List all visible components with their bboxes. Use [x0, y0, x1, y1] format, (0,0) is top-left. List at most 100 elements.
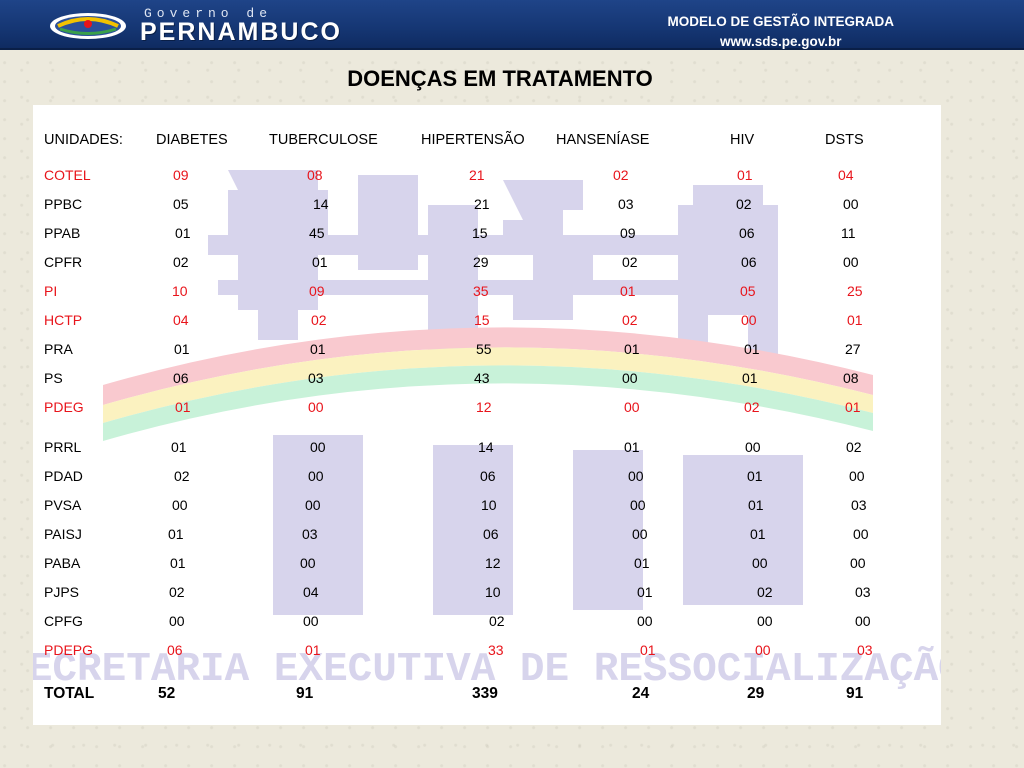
unit-label: COTEL — [44, 167, 91, 183]
value-dsts: 03 — [855, 584, 871, 600]
unit-label: HCTP — [44, 312, 83, 328]
value-hipertensao: 55 — [476, 341, 492, 357]
value-tuberculose: 09 — [309, 283, 325, 299]
value-hiv: 06 — [741, 254, 757, 270]
total-hipertensao: 339 — [472, 685, 498, 702]
emblem-icon — [50, 13, 126, 39]
unit-label: PI — [44, 283, 58, 299]
value-tuberculose: 01 — [310, 341, 326, 357]
value-tuberculose: 14 — [313, 196, 329, 212]
value-tuberculose: 00 — [308, 468, 324, 484]
value-diabetes: 02 — [173, 254, 189, 270]
value-tuberculose: 00 — [300, 555, 316, 571]
value-hiv: 02 — [736, 196, 752, 212]
government-logo: Governo de PERNAMBUCO — [48, 6, 448, 46]
unit-label: PVSA — [44, 497, 82, 513]
value-hanseniase: 01 — [640, 642, 656, 658]
value-hanseniase: 02 — [622, 254, 638, 270]
site-url: www.sds.pe.gov.br — [719, 34, 842, 49]
value-diabetes: 06 — [173, 370, 189, 386]
value-dsts: 02 — [846, 439, 862, 455]
value-hiv: 06 — [739, 225, 755, 241]
header-diabetes: DIABETES — [156, 132, 228, 148]
value-hanseniase: 09 — [620, 225, 636, 241]
value-dsts: 00 — [843, 196, 859, 212]
value-dsts: 08 — [843, 370, 859, 386]
page-title: DOENÇAS EM TRATAMENTO — [347, 66, 653, 91]
model-title: MODELO DE GESTÃO INTEGRADA — [667, 14, 894, 29]
unit-label: PRRL — [44, 439, 82, 455]
value-diabetes: 06 — [167, 642, 183, 658]
value-hiv: 05 — [740, 283, 756, 299]
value-hanseniase: 00 — [628, 468, 644, 484]
value-hipertensao: 12 — [476, 399, 492, 415]
value-hanseniase: 00 — [624, 399, 640, 415]
value-hiv: 01 — [742, 370, 758, 386]
table-row-pjps: PJPS 02 04 10 01 02 03 — [0, 584, 1024, 606]
total-dsts: 91 — [846, 685, 864, 702]
table-row-paba: PABA 01 00 12 01 00 00 — [0, 555, 1024, 577]
value-hipertensao: 02 — [489, 613, 505, 629]
watermark-text: SECRETARIA EXECUTIVA DE RESSOCIALIZAÇÃO — [33, 645, 941, 693]
table-row-hctp: HCTP 04 02 15 02 00 01 — [0, 312, 1024, 334]
unit-label: PPBC — [44, 196, 83, 212]
value-hiv: 01 — [744, 341, 760, 357]
value-hiv: 00 — [752, 555, 768, 571]
table-row-total: TOTAL 52 91 339 24 29 91 — [0, 685, 1024, 707]
unit-label: PDAD — [44, 468, 83, 484]
unit-label: PJPS — [44, 584, 80, 600]
value-diabetes: 01 — [170, 555, 186, 571]
table-row-pdeg: PDEG 01 00 12 00 02 01 — [0, 399, 1024, 421]
value-hipertensao: 14 — [478, 439, 494, 455]
value-hipertensao: 33 — [488, 642, 504, 658]
value-hipertensao: 12 — [485, 555, 501, 571]
value-hiv: 01 — [750, 526, 766, 542]
value-hipertensao: 21 — [469, 167, 485, 183]
value-tuberculose: 04 — [303, 584, 319, 600]
value-tuberculose: 01 — [312, 254, 328, 270]
value-diabetes: 02 — [169, 584, 185, 600]
table-row-ppab: PPAB 01 45 15 09 06 11 — [0, 225, 1024, 247]
value-dsts: 03 — [857, 642, 873, 658]
watermark-graphic: SECRETARIA EXECUTIVA DE RESSOCIALIZAÇÃO — [33, 170, 941, 693]
unit-label: PABA — [44, 555, 81, 571]
value-hanseniase: 03 — [618, 196, 634, 212]
value-hiv: 02 — [744, 399, 760, 415]
table-row-cotel: COTEL 09 08 21 02 01 04 — [0, 167, 1024, 189]
value-dsts: 11 — [841, 225, 856, 241]
table-row-ppbc: PPBC 05 14 21 03 02 00 — [0, 196, 1024, 218]
value-diabetes: 02 — [174, 468, 190, 484]
value-diabetes: 01 — [168, 526, 184, 542]
value-diabetes: 01 — [175, 399, 191, 415]
total-label: TOTAL — [44, 685, 95, 702]
value-hanseniase: 00 — [632, 526, 648, 542]
value-hipertensao: 29 — [473, 254, 489, 270]
value-hiv: 01 — [747, 468, 763, 484]
value-diabetes: 00 — [172, 497, 188, 513]
value-hipertensao: 21 — [474, 196, 490, 212]
table-header: UNIDADES: DIABETES TUBERCULOSE HIPERTENS… — [0, 0, 1024, 148]
value-hipertensao: 43 — [474, 370, 490, 386]
value-diabetes: 01 — [174, 341, 190, 357]
unit-label: PDEPG — [44, 642, 94, 658]
table-row-prrl: PRRL 01 00 14 01 00 02 — [0, 439, 1024, 461]
header-hiv: HIV — [730, 132, 755, 148]
unit-label: CPFG — [44, 613, 83, 629]
total-diabetes: 52 — [158, 685, 176, 702]
value-dsts: 01 — [847, 312, 863, 328]
value-hanseniase: 00 — [637, 613, 653, 629]
value-hiv: 01 — [737, 167, 753, 183]
value-dsts: 04 — [838, 167, 854, 183]
value-hiv: 00 — [745, 439, 761, 455]
total-tuberculose: 91 — [296, 685, 314, 702]
header-dsts: DSTS — [825, 132, 864, 148]
unit-label: PDEG — [44, 399, 84, 415]
value-dsts: 00 — [855, 613, 871, 629]
value-tuberculose: 03 — [302, 526, 318, 542]
value-tuberculose: 08 — [307, 167, 323, 183]
table-row-pra: PRA 01 01 55 01 01 27 — [0, 341, 1024, 363]
total-hanseniase: 24 — [632, 685, 650, 702]
value-dsts: 00 — [853, 526, 869, 542]
value-diabetes: 10 — [172, 283, 188, 299]
table-row-ps: PS 06 03 43 00 01 08 — [0, 370, 1024, 392]
